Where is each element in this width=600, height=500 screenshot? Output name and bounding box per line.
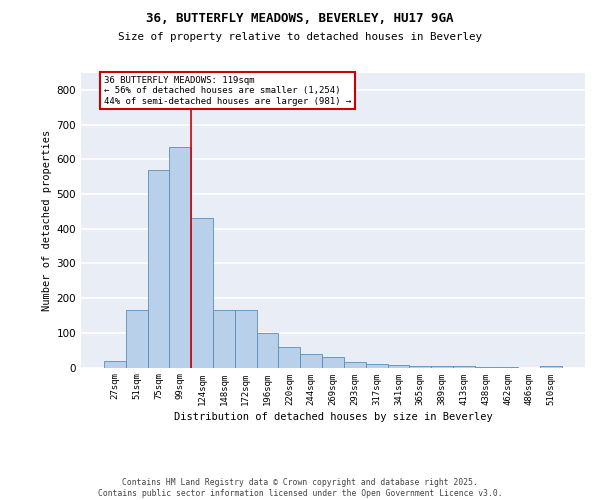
Bar: [191, 218, 213, 368]
Bar: [300, 354, 322, 368]
Bar: [104, 360, 126, 368]
Bar: [126, 310, 148, 368]
Text: 36 BUTTERFLY MEADOWS: 119sqm
← 56% of detached houses are smaller (1,254)
44% of: 36 BUTTERFLY MEADOWS: 119sqm ← 56% of de…: [104, 76, 351, 106]
Bar: [344, 362, 366, 368]
Bar: [409, 366, 431, 368]
Bar: [169, 147, 191, 368]
Bar: [453, 366, 475, 368]
Text: Size of property relative to detached houses in Beverley: Size of property relative to detached ho…: [118, 32, 482, 42]
Y-axis label: Number of detached properties: Number of detached properties: [43, 130, 52, 310]
Bar: [475, 367, 497, 368]
Bar: [257, 333, 278, 368]
Bar: [366, 364, 388, 368]
Bar: [540, 366, 562, 368]
Bar: [148, 170, 169, 368]
Bar: [235, 310, 257, 368]
X-axis label: Distribution of detached houses by size in Beverley: Distribution of detached houses by size …: [173, 412, 493, 422]
Bar: [213, 310, 235, 368]
Bar: [431, 366, 453, 368]
Bar: [278, 348, 300, 368]
Text: 36, BUTTERFLY MEADOWS, BEVERLEY, HU17 9GA: 36, BUTTERFLY MEADOWS, BEVERLEY, HU17 9G…: [146, 12, 454, 26]
Bar: [322, 357, 344, 368]
Text: Contains HM Land Registry data © Crown copyright and database right 2025.
Contai: Contains HM Land Registry data © Crown c…: [98, 478, 502, 498]
Bar: [388, 364, 409, 368]
